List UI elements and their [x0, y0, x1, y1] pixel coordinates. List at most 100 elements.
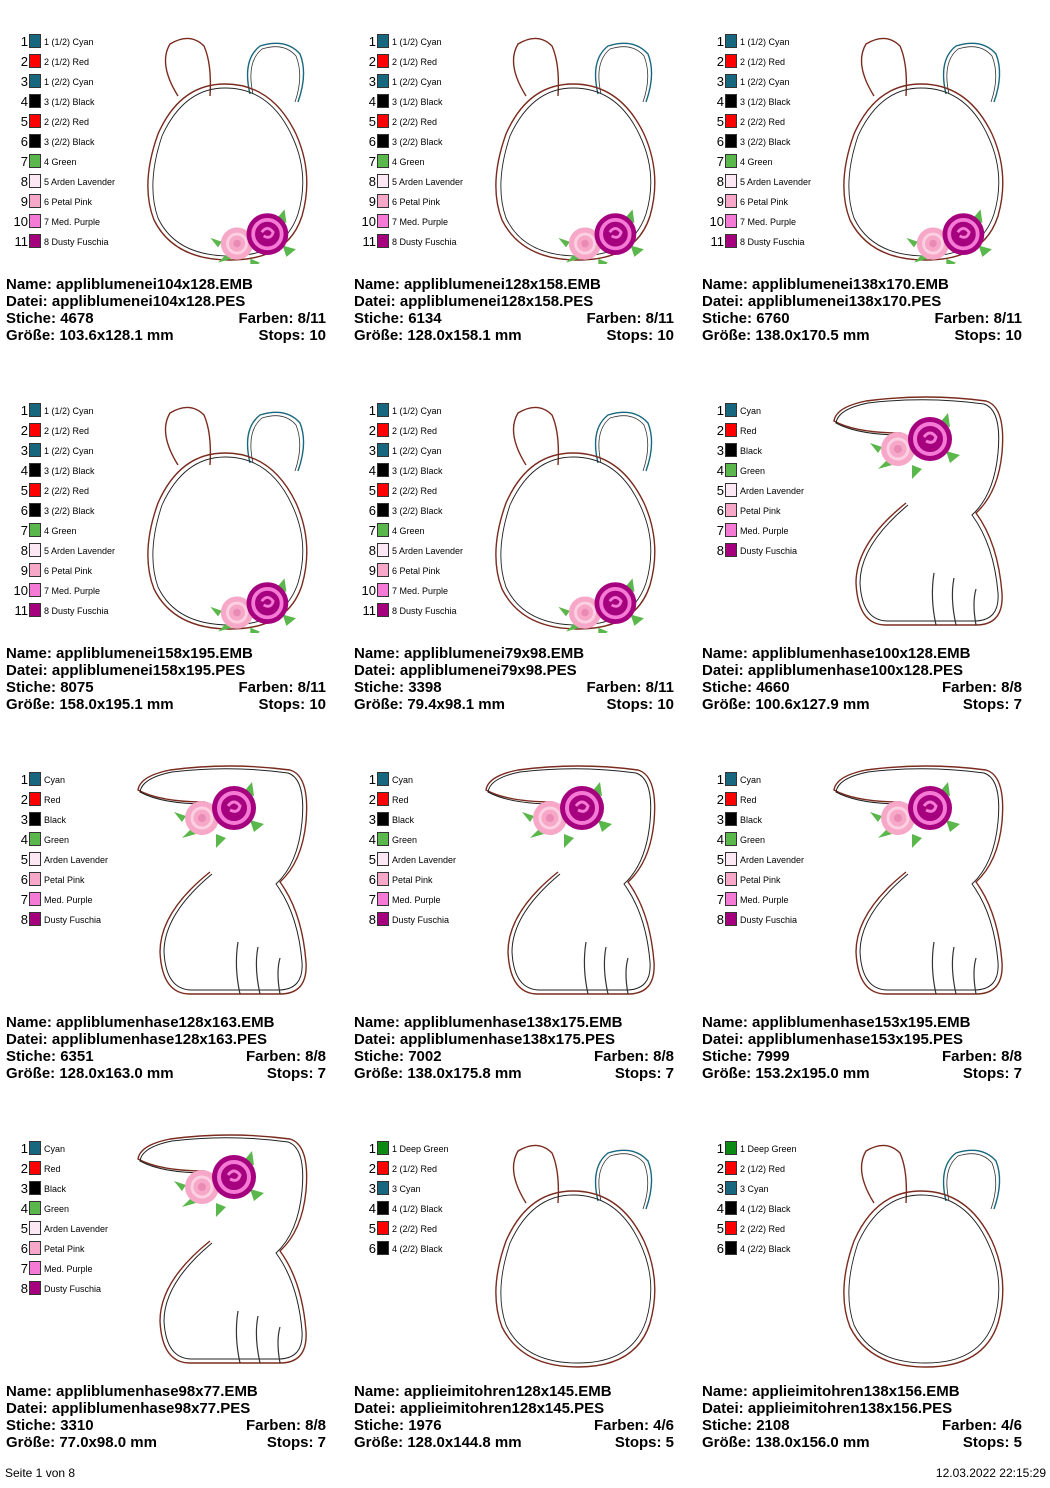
size-line: Größe: 158.0x195.1 mm Stops: 10 — [6, 696, 326, 713]
legend-label: 2 (2/2) Red — [44, 486, 90, 496]
legend-label: 7 Med. Purple — [392, 586, 449, 596]
legend-row: 8 5 Arden Lavender — [704, 172, 864, 192]
legend-number: 2 — [20, 1161, 28, 1176]
file-line: Datei: appliblumenhase98x77.PES — [6, 1400, 326, 1417]
legend-label: 1 (1/2) Cyan — [44, 406, 94, 416]
legend-label: Med. Purple — [44, 1264, 93, 1274]
legend-label: 4 (1/2) Black — [392, 1204, 443, 1214]
name-label: Name: — [702, 1383, 748, 1400]
color-swatch — [29, 772, 41, 786]
legend-number: 8 — [716, 912, 724, 927]
stitch-count: 2108 — [756, 1417, 790, 1434]
legend-number: 4 — [716, 1201, 724, 1216]
legend-number: 10 — [361, 214, 376, 229]
legend-row: 3 1 (2/2) Cyan — [356, 72, 516, 92]
legend-label: Arden Lavender — [44, 1224, 109, 1234]
file-line: Datei: applieimitohren128x145.PES — [354, 1400, 674, 1417]
name-label: Name: — [6, 1383, 52, 1400]
color-swatch — [377, 94, 389, 108]
color-swatch — [29, 543, 41, 557]
legend-label: Petal Pink — [740, 875, 781, 885]
color-legend: 1 1 (1/2) Cyan 2 2 (1/2) Red 3 1 (2/2) C… — [704, 32, 864, 252]
legend-row: 5 2 (2/2) Red — [704, 112, 864, 132]
legend-row: 4 3 (1/2) Black — [356, 92, 516, 112]
name-line: Name: appliblumenhase138x175.EMB — [354, 1014, 674, 1031]
color-swatch — [377, 174, 389, 188]
legend-label: 3 (1/2) Black — [392, 97, 443, 107]
stop-count: 10 — [309, 696, 326, 713]
name-label: Name: — [702, 276, 748, 293]
legend-number: 4 — [368, 1201, 376, 1216]
color-swatch — [725, 832, 737, 846]
legend-row: 6 3 (2/2) Black — [356, 501, 516, 521]
legend-number: 6 — [20, 1241, 28, 1256]
legend-row: 2 2 (1/2) Red — [356, 52, 516, 72]
file-line: Datei: appliblumenhase128x163.PES — [6, 1031, 326, 1048]
legend-number: 7 — [716, 523, 724, 538]
size-label: Größe: — [6, 327, 56, 344]
color-swatch — [29, 1201, 41, 1215]
stitch-line: Stiche: 4660 Farben: 8/8 — [702, 679, 1022, 696]
legend-row: 7 Med. Purple — [8, 1259, 168, 1279]
stop-count: 7 — [1013, 696, 1022, 713]
legend-number: 7 — [368, 523, 376, 538]
stitch-count: 3398 — [408, 679, 442, 696]
legend-row: 1 1 (1/2) Cyan — [8, 32, 168, 52]
colors-label: Farben: — [593, 1417, 649, 1434]
stop-count: 5 — [665, 1434, 674, 1451]
color-swatch — [377, 194, 389, 208]
legend-number: 1 — [20, 34, 28, 49]
design-cell: 1 1 (1/2) Cyan 2 2 (1/2) Red 3 1 (2/2) C… — [348, 381, 696, 750]
stitch-count: 1976 — [408, 1417, 442, 1434]
stitches-label: Stiche: — [354, 1417, 405, 1434]
legend-row: 11 8 Dusty Fuschia — [8, 601, 168, 621]
legend-number: 11 — [362, 234, 377, 249]
legend-number: 8 — [716, 543, 724, 558]
file-label: Datei: — [354, 1031, 396, 1048]
design-info: Name: appliblumenei128x158.EMB Datei: ap… — [354, 276, 674, 344]
legend-row: 3 1 (2/2) Cyan — [8, 441, 168, 461]
stitch-line: Stiche: 2108 Farben: 4/6 — [702, 1417, 1022, 1434]
legend-number: 3 — [716, 1181, 724, 1196]
legend-label: Black — [740, 815, 763, 825]
design-name: appliblumenhase153x195.EMB — [752, 1014, 971, 1031]
legend-row: 4 4 (1/2) Black — [356, 1199, 516, 1219]
legend-label: 3 (2/2) Black — [44, 137, 95, 147]
name-line: Name: appliblumenei104x128.EMB — [6, 276, 326, 293]
color-count: 8/11 — [297, 310, 326, 327]
legend-label: Dusty Fuschia — [44, 915, 102, 925]
design-size: 77.0x98.0 mm — [59, 1434, 157, 1451]
legend-row: 9 6 Petal Pink — [356, 561, 516, 581]
legend-number: 8 — [20, 912, 28, 927]
legend-row: 11 8 Dusty Fuschia — [356, 232, 516, 252]
legend-row: 11 8 Dusty Fuschia — [8, 232, 168, 252]
legend-number: 3 — [368, 812, 376, 827]
color-swatch — [725, 134, 737, 148]
design-name: appliblumenhase98x77.EMB — [56, 1383, 258, 1400]
legend-row: 9 6 Petal Pink — [8, 561, 168, 581]
legend-label: 8 Dusty Fuschia — [392, 237, 457, 247]
legend-row: 5 2 (2/2) Red — [356, 112, 516, 132]
stop-count: 10 — [657, 696, 674, 713]
legend-label: 6 Petal Pink — [392, 566, 441, 576]
color-swatch — [377, 74, 389, 88]
color-swatch — [29, 1161, 41, 1175]
legend-label: 1 Deep Green — [740, 1144, 797, 1154]
color-swatch — [377, 423, 389, 437]
legend-number: 6 — [368, 503, 376, 518]
color-swatch — [725, 74, 737, 88]
color-legend: 1 1 (1/2) Cyan 2 2 (1/2) Red 3 1 (2/2) C… — [8, 401, 168, 621]
legend-number: 2 — [368, 54, 376, 69]
design-preview — [478, 24, 668, 273]
color-swatch — [29, 852, 41, 866]
name-label: Name: — [6, 1014, 52, 1031]
name-line: Name: appliblumenhase153x195.EMB — [702, 1014, 1022, 1031]
legend-label: 2 (2/2) Red — [392, 486, 438, 496]
color-swatch — [377, 114, 389, 128]
legend-number: 8 — [368, 543, 376, 558]
design-preview — [130, 1131, 320, 1371]
legend-number: 8 — [20, 1281, 28, 1296]
legend-label: 5 Arden Lavender — [392, 177, 464, 187]
legend-row: 3 1 (2/2) Cyan — [8, 72, 168, 92]
design-cell: 1 Cyan 2 Red 3 Black 4 Green 5 Arden Lav… — [348, 750, 696, 1119]
